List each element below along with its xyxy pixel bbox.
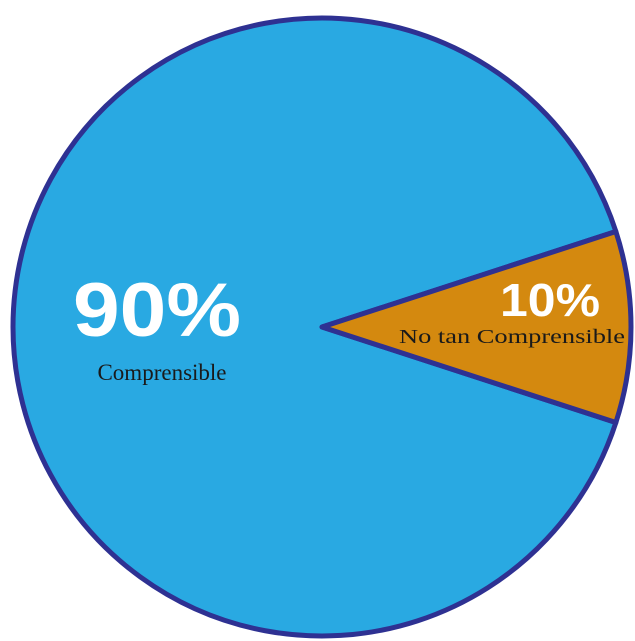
slice-percent-comprensible: 90% <box>73 268 241 353</box>
pie-labels: 90% Comprensible 10% No tan Comprensible <box>73 268 625 385</box>
slice-percent-no-tan-comprensible: 10% <box>500 274 600 326</box>
slice-label-no-tan-comprensible: No tan Comprensible <box>399 326 625 348</box>
pie-slice-comprensible <box>10 15 619 639</box>
pie-slices <box>10 15 634 639</box>
pie-slice-no-tan-comprensible <box>319 229 634 425</box>
slice-label-comprensible: Comprensible <box>97 360 226 385</box>
